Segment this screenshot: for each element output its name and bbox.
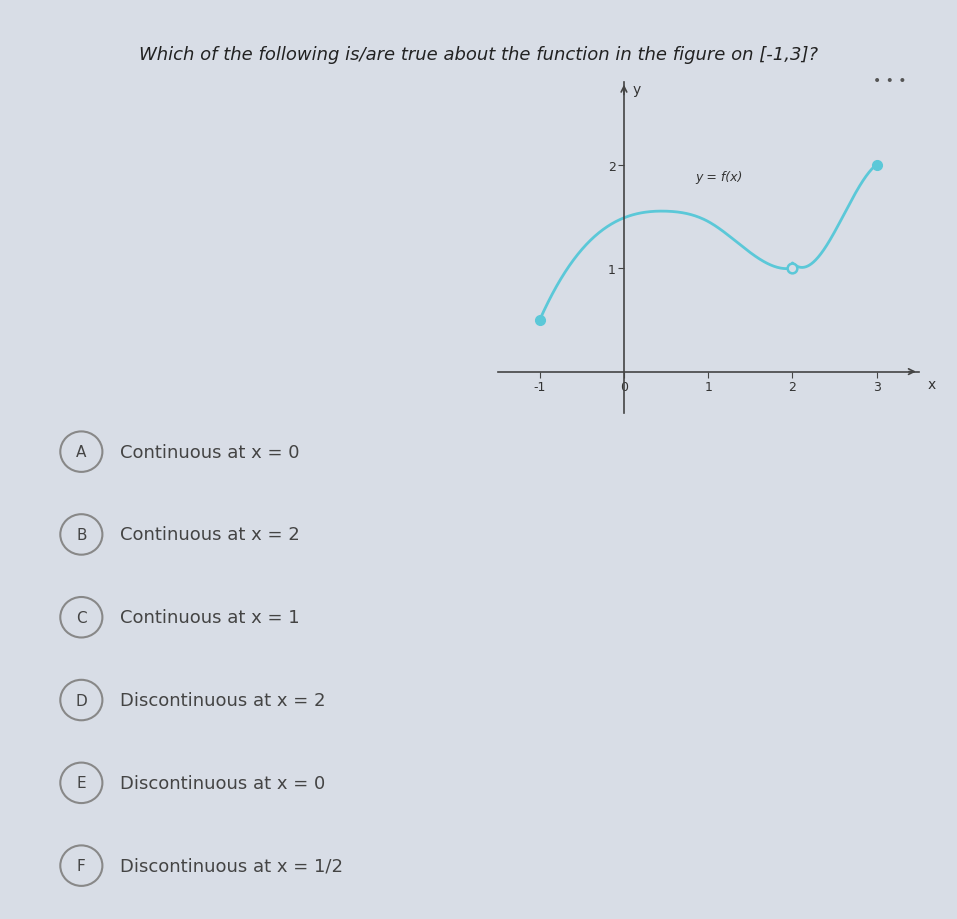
Text: • • •: • • • — [873, 74, 907, 87]
Text: y: y — [633, 83, 640, 96]
Text: B: B — [77, 528, 86, 542]
Text: y = f(x): y = f(x) — [696, 171, 743, 184]
Text: E: E — [77, 776, 86, 790]
Text: C: C — [76, 610, 87, 625]
Text: D: D — [76, 693, 87, 708]
Text: A: A — [77, 445, 86, 460]
Text: Continuous at x = 0: Continuous at x = 0 — [120, 443, 300, 461]
Text: Continuous at x = 2: Continuous at x = 2 — [120, 526, 300, 544]
Text: Discontinuous at x = 0: Discontinuous at x = 0 — [120, 774, 324, 792]
Text: x: x — [927, 378, 935, 391]
Text: Discontinuous at x = 2: Discontinuous at x = 2 — [120, 691, 325, 709]
Text: Continuous at x = 1: Continuous at x = 1 — [120, 608, 300, 627]
Text: Which of the following is/are true about the function in the figure on [-1,3]?: Which of the following is/are true about… — [139, 46, 818, 64]
Text: F: F — [77, 858, 86, 873]
Text: Discontinuous at x = 1/2: Discontinuous at x = 1/2 — [120, 857, 343, 875]
